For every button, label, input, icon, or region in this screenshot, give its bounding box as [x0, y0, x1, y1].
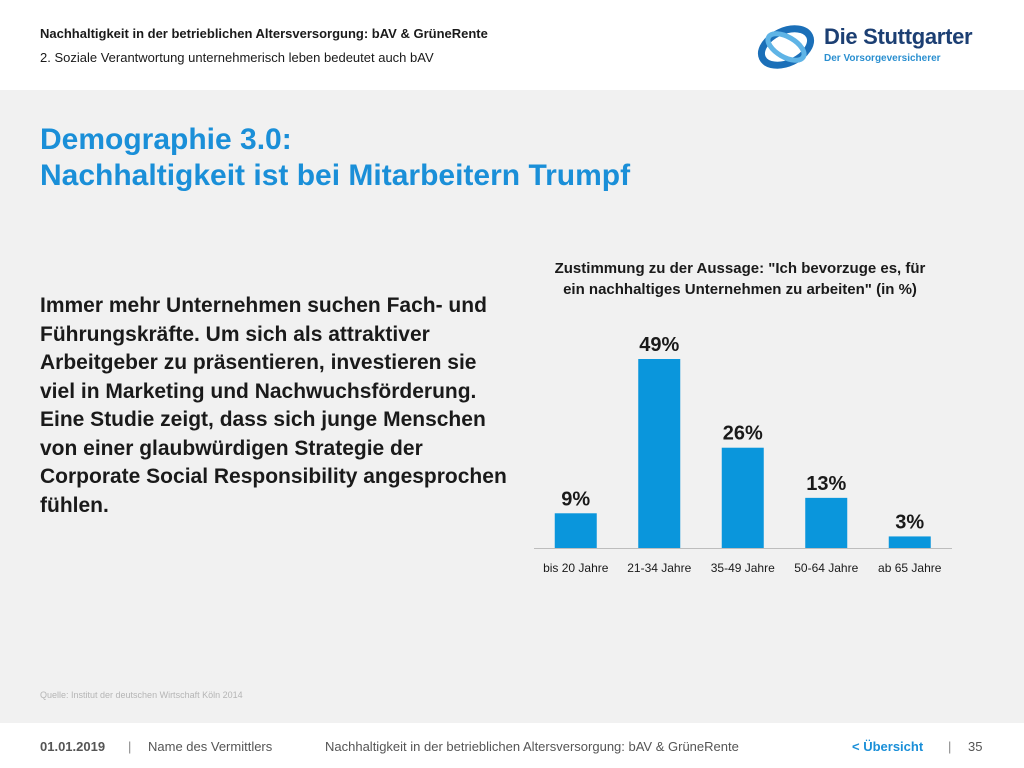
data-label: 13%: [806, 473, 846, 495]
slide-header: Nachhaltigkeit in der betrieblichen Alte…: [0, 0, 1024, 90]
data-label: 49%: [639, 334, 679, 356]
logo-name: Die Stuttgarter: [824, 24, 973, 49]
data-label: 26%: [723, 423, 763, 445]
logo-tagline: Der Vorsorgeversicherer: [824, 53, 941, 64]
slide-title: Demographie 3.0: Nachhaltigkeit ist bei …: [40, 122, 630, 194]
chart-plot: 9% bis 20 Jahre 49% 21-34 Jahre 26% 35-49 Jah…: [534, 334, 952, 575]
footer-date: 01.01.2019: [40, 739, 106, 754]
chart-title-line2: ein nachhaltiges Unternehmen zu arbeiten…: [563, 281, 917, 298]
bar: [888, 536, 931, 548]
header-topic: Nachhaltigkeit in der betrieblichen Alte…: [40, 26, 488, 41]
chart-title: Zustimmung zu der Aussage: "Ich bevorzug…: [520, 258, 960, 300]
logo-swirl-icon: [757, 25, 815, 69]
slide-footer: 01.01.2019 | Name des Vermittlers Nachha…: [0, 723, 1024, 768]
overview-link[interactable]: < Übersicht: [852, 739, 924, 754]
slide-title-line2: Nachhaltigkeit ist bei Mitarbeitern Trum…: [40, 159, 631, 192]
data-label: 3%: [895, 511, 924, 533]
footer-separator: |: [948, 739, 952, 754]
bar-chart: Zustimmung zu der Aussage: "Ich bevorzug…: [520, 258, 960, 578]
footer-topic: Nachhaltigkeit in der betrieblichen Alte…: [325, 739, 739, 754]
footer-separator: |: [128, 739, 132, 754]
slide-title-line1: Demographie 3.0:: [40, 123, 292, 156]
chart-title-line1: Zustimmung zu der Aussage: "Ich bevorzug…: [554, 260, 926, 277]
bar: [638, 359, 681, 548]
company-logo: Die Stuttgarter Der Vorsorgeversicherer: [756, 20, 996, 74]
header-section: 2. Soziale Verantwortung unternehmerisch…: [40, 50, 434, 65]
footer-agent-name: Name des Vermittlers: [148, 739, 273, 754]
x-tick-label: 21-34 Jahre: [627, 561, 691, 575]
x-tick-label: ab 65 Jahre: [878, 561, 942, 575]
source-note: Quelle: Institut der deutschen Wirtschaf…: [40, 690, 243, 700]
x-tick-label: 50-64 Jahre: [794, 561, 858, 575]
page-number: 35: [968, 739, 983, 754]
bar: [805, 497, 848, 548]
bar: [721, 447, 764, 548]
x-tick-label: 35-49 Jahre: [711, 561, 775, 575]
slide-content: Demographie 3.0: Nachhaltigkeit ist bei …: [0, 90, 1024, 723]
bar: [554, 513, 597, 548]
x-tick-label: bis 20 Jahre: [543, 561, 609, 575]
data-label: 9%: [561, 488, 590, 510]
body-paragraph: Immer mehr Unternehmen suchen Fach- und …: [40, 294, 507, 517]
